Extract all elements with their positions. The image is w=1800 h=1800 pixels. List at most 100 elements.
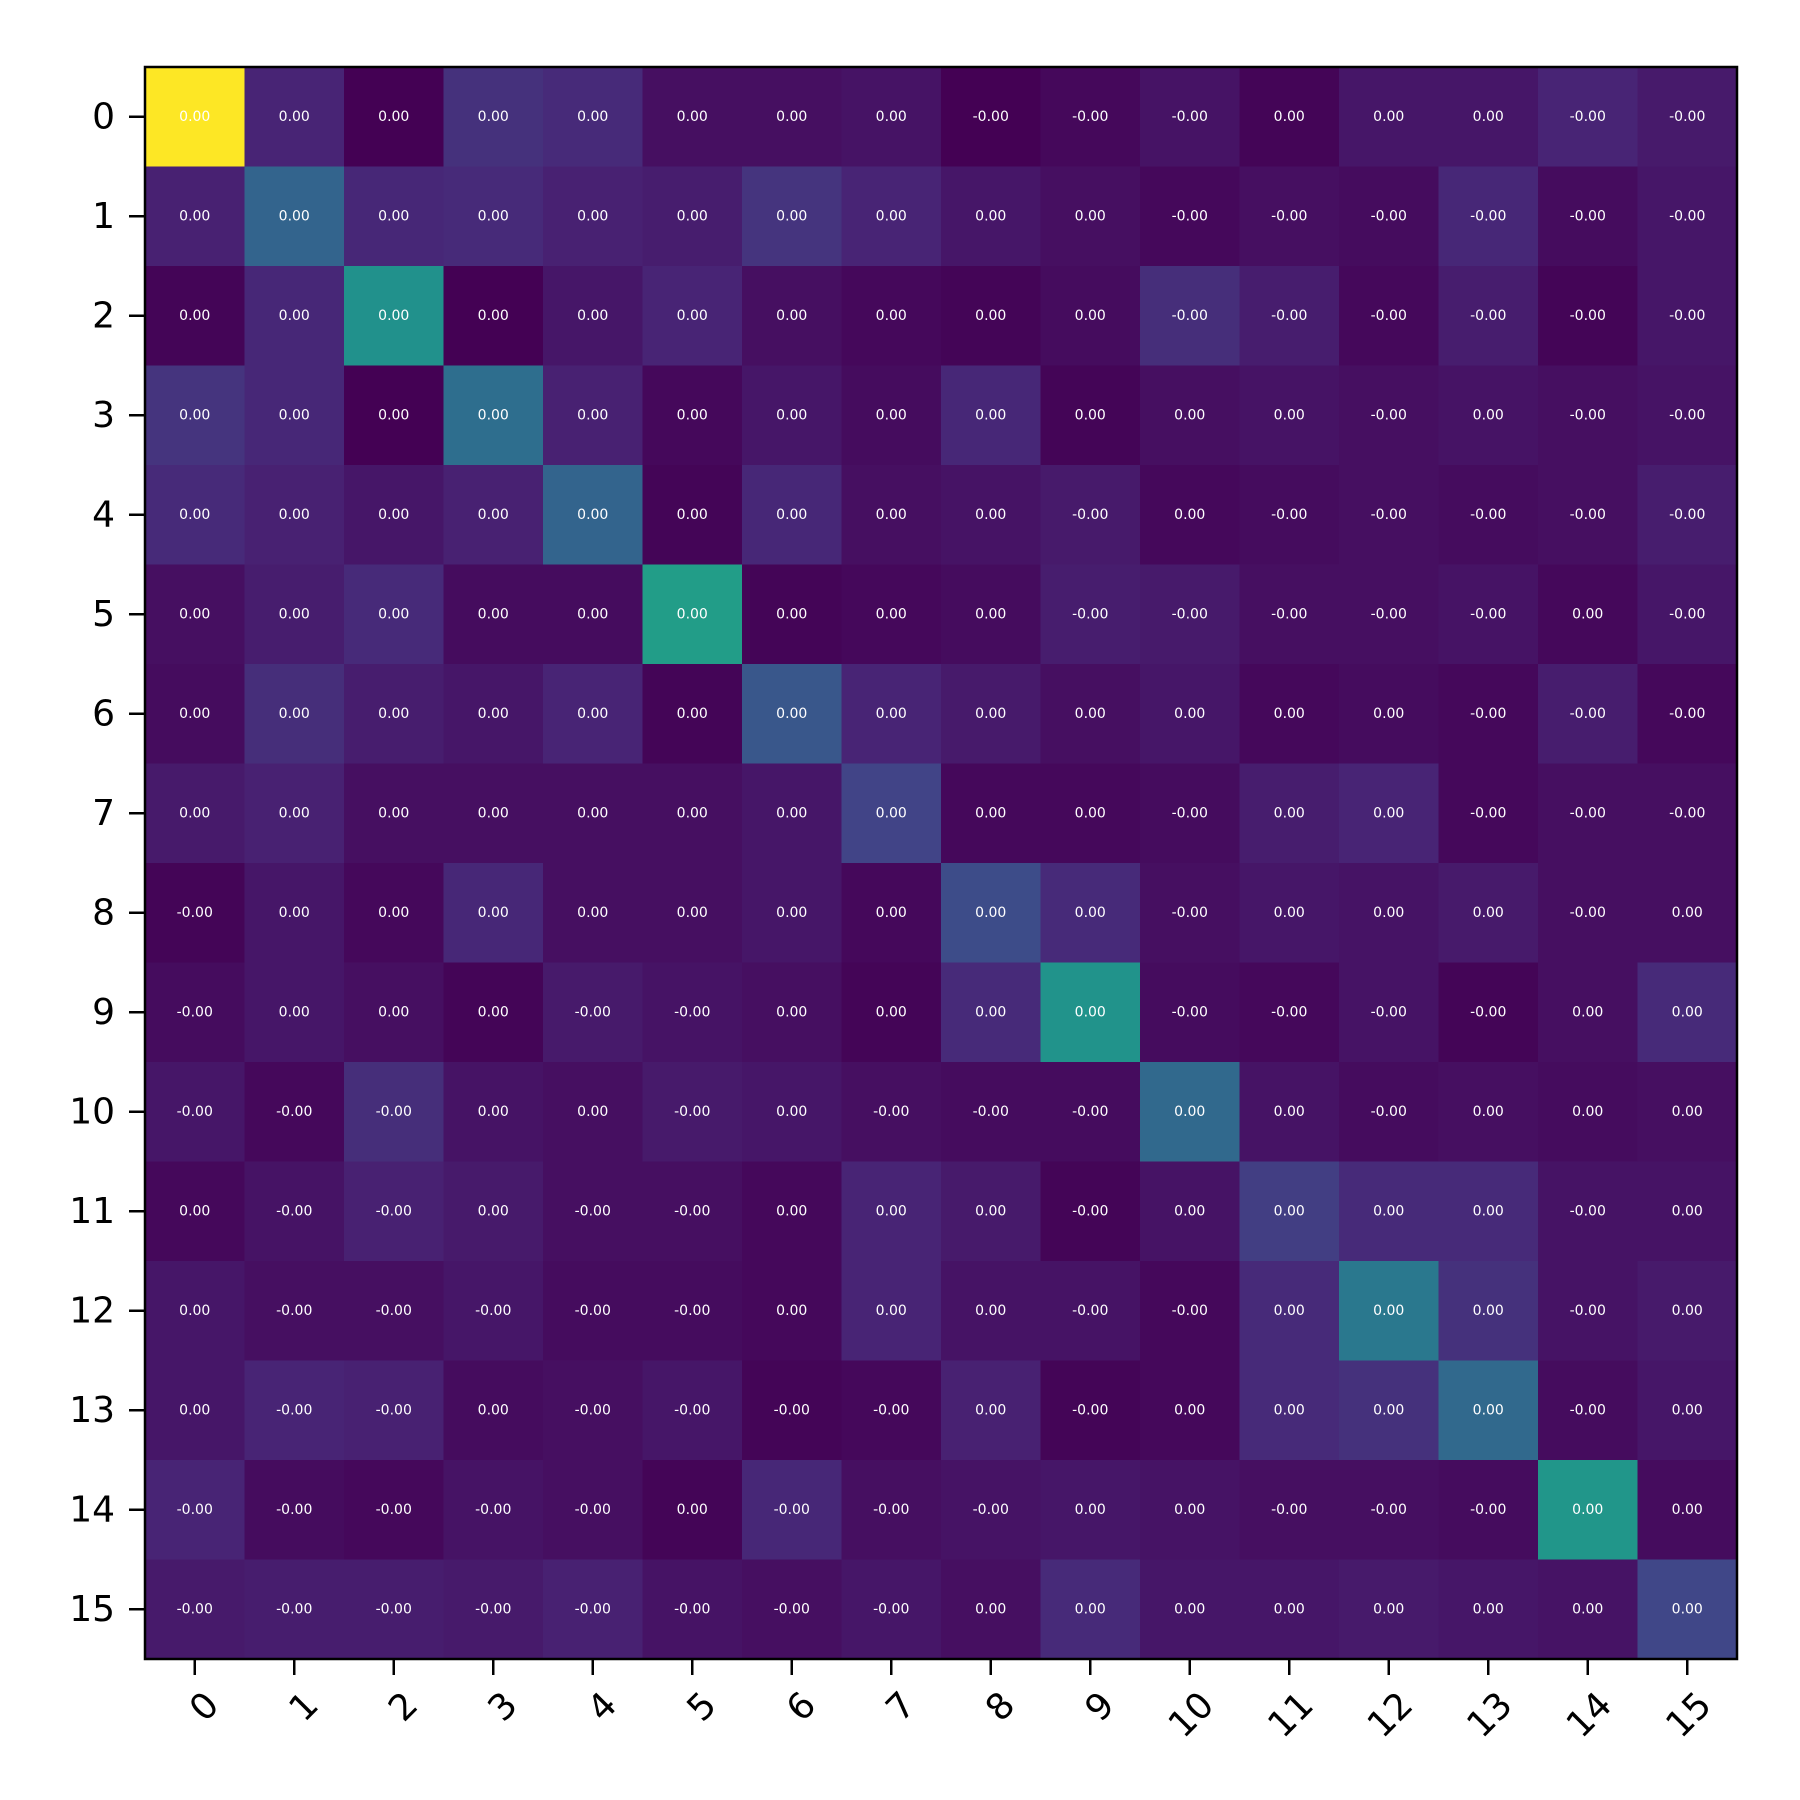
cell-value-label-11-7: 0.00 xyxy=(876,1203,907,1219)
heatmap-cell-10-13 xyxy=(1438,1062,1539,1163)
heatmap-cell-15-5 xyxy=(642,1559,743,1660)
cell-value-label-14-4: -0.00 xyxy=(575,1502,611,1518)
heatmap-cell-3-3 xyxy=(443,365,544,466)
cell-value-label-0-2: 0.00 xyxy=(378,109,409,125)
heatmap-cell-14-2 xyxy=(344,1460,445,1561)
cell-value-label-7-10: -0.00 xyxy=(1172,805,1208,821)
heatmap-cell-0-13 xyxy=(1438,67,1539,168)
heatmap-cell-15-11 xyxy=(1239,1559,1340,1660)
heatmap-cell-9-7 xyxy=(841,962,942,1063)
cell-value-label-13-13: 0.00 xyxy=(1473,1402,1504,1418)
y-tick-label-12: 12 xyxy=(69,1290,115,1331)
heatmap-cell-0-9 xyxy=(1040,67,1141,168)
cell-value-label-11-11: 0.00 xyxy=(1274,1203,1305,1219)
cell-value-label-6-9: 0.00 xyxy=(1075,706,1106,722)
cell-value-label-12-3: -0.00 xyxy=(475,1303,511,1319)
cell-value-label-1-3: 0.00 xyxy=(478,208,509,224)
heatmap-cell-10-2 xyxy=(344,1062,445,1163)
heatmap-cell-12-14 xyxy=(1538,1261,1639,1362)
heatmap-cell-4-11 xyxy=(1239,465,1340,566)
cell-value-label-14-10: 0.00 xyxy=(1174,1502,1205,1518)
cell-value-label-10-15: 0.00 xyxy=(1672,1104,1703,1120)
heatmap-cell-5-15 xyxy=(1637,564,1738,665)
heatmap-cell-2-7 xyxy=(841,266,942,367)
cell-value-label-0-5: 0.00 xyxy=(677,109,708,125)
heatmap-cell-5-0 xyxy=(145,564,246,665)
heatmap-cell-10-10 xyxy=(1140,1062,1241,1163)
cell-value-label-13-2: -0.00 xyxy=(376,1402,412,1418)
cell-value-label-15-4: -0.00 xyxy=(575,1601,611,1617)
cell-value-label-2-2: 0.00 xyxy=(378,308,409,324)
cell-value-label-5-7: 0.00 xyxy=(876,606,907,622)
cell-value-label-5-0: 0.00 xyxy=(179,606,210,622)
cell-value-label-3-9: 0.00 xyxy=(1075,407,1106,423)
x-tick-label-8: 8 xyxy=(978,1684,1023,1729)
heatmap-cell-5-11 xyxy=(1239,564,1340,665)
y-tick-label-5: 5 xyxy=(92,594,115,635)
cell-value-label-3-13: 0.00 xyxy=(1473,407,1504,423)
heatmap-cell-2-11 xyxy=(1239,266,1340,367)
cell-value-label-6-13: -0.00 xyxy=(1470,706,1506,722)
cell-value-label-14-11: -0.00 xyxy=(1271,1502,1307,1518)
cell-value-label-13-0: 0.00 xyxy=(179,1402,210,1418)
heatmap-cell-13-11 xyxy=(1239,1360,1340,1461)
cell-value-label-1-5: 0.00 xyxy=(677,208,708,224)
cell-value-label-2-8: 0.00 xyxy=(975,308,1006,324)
cell-value-label-14-6: -0.00 xyxy=(774,1502,810,1518)
heatmap-cell-14-6 xyxy=(742,1460,843,1561)
heatmap-cell-14-11 xyxy=(1239,1460,1340,1561)
cell-value-label-6-10: 0.00 xyxy=(1174,706,1205,722)
heatmap-cell-3-14 xyxy=(1538,365,1639,466)
x-tick-label-9: 9 xyxy=(1078,1684,1123,1729)
cell-value-label-0-11: 0.00 xyxy=(1274,109,1305,125)
cell-value-label-1-0: 0.00 xyxy=(179,208,210,224)
cell-value-label-9-1: 0.00 xyxy=(279,1004,310,1020)
x-tick-label-3: 3 xyxy=(481,1684,526,1729)
heatmap-cell-2-2 xyxy=(344,266,445,367)
heatmap-cell-15-1 xyxy=(244,1559,345,1660)
cell-value-label-10-13: 0.00 xyxy=(1473,1104,1504,1120)
heatmap-cell-1-11 xyxy=(1239,166,1340,267)
cell-value-label-1-4: 0.00 xyxy=(577,208,608,224)
heatmap-cell-5-8 xyxy=(941,564,1042,665)
heatmap-cell-8-11 xyxy=(1239,863,1340,964)
heatmap-cell-7-14 xyxy=(1538,763,1639,864)
cell-value-label-6-12: 0.00 xyxy=(1373,706,1404,722)
cell-value-label-12-15: 0.00 xyxy=(1672,1303,1703,1319)
cell-value-label-5-15: -0.00 xyxy=(1669,606,1705,622)
cell-value-label-11-13: 0.00 xyxy=(1473,1203,1504,1219)
cell-value-label-4-15: -0.00 xyxy=(1669,507,1705,523)
heatmap-cell-4-7 xyxy=(841,465,942,566)
heatmap-cell-15-12 xyxy=(1339,1559,1440,1660)
cell-value-label-7-6: 0.00 xyxy=(776,805,807,821)
cell-value-label-7-13: -0.00 xyxy=(1470,805,1506,821)
heatmap-cell-1-7 xyxy=(841,166,942,267)
cell-value-label-9-3: 0.00 xyxy=(478,1004,509,1020)
cell-value-label-1-8: 0.00 xyxy=(975,208,1006,224)
cell-value-label-15-15: 0.00 xyxy=(1672,1601,1703,1617)
heatmap-cell-7-13 xyxy=(1438,763,1539,864)
cell-value-label-2-5: 0.00 xyxy=(677,308,708,324)
heatmap-cell-6-7 xyxy=(841,664,942,765)
cell-value-label-5-5: 0.00 xyxy=(677,606,708,622)
heatmap-cell-6-13 xyxy=(1438,664,1539,765)
heatmap-cell-12-7 xyxy=(841,1261,942,1362)
cell-value-label-5-3: 0.00 xyxy=(478,606,509,622)
cell-value-label-8-11: 0.00 xyxy=(1274,905,1305,921)
heatmap-cell-12-9 xyxy=(1040,1261,1141,1362)
cell-value-label-14-3: -0.00 xyxy=(475,1502,511,1518)
heatmap-cell-10-8 xyxy=(941,1062,1042,1163)
heatmap-cell-13-7 xyxy=(841,1360,942,1461)
cell-value-label-9-7: 0.00 xyxy=(876,1004,907,1020)
heatmap-cell-2-6 xyxy=(742,266,843,367)
heatmap-cell-6-12 xyxy=(1339,664,1440,765)
heatmap-cell-6-4 xyxy=(543,664,644,765)
heatmap-cell-3-11 xyxy=(1239,365,1340,466)
cell-value-label-8-1: 0.00 xyxy=(279,905,310,921)
cell-value-label-1-7: 0.00 xyxy=(876,208,907,224)
cell-value-label-12-2: -0.00 xyxy=(376,1303,412,1319)
heatmap-cell-5-7 xyxy=(841,564,942,665)
cell-value-label-5-4: 0.00 xyxy=(577,606,608,622)
heatmap-cell-7-15 xyxy=(1637,763,1738,864)
heatmap-cell-4-3 xyxy=(443,465,544,566)
